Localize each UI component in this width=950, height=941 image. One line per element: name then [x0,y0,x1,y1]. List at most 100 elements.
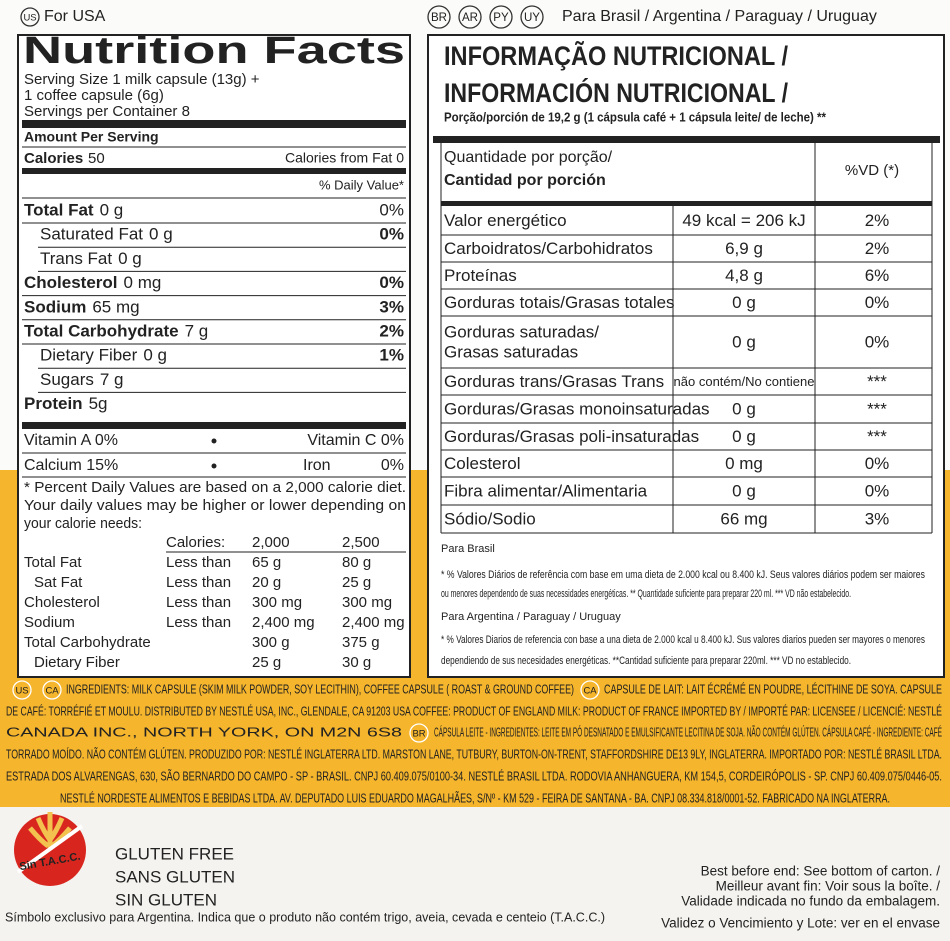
gluten-line: SANS GLUTEN [115,867,235,886]
br-nutrient-amount: 66 mg [720,509,767,528]
country-badge-text: CA [583,686,597,697]
nutrient-dv: 0% [379,273,404,292]
ingredients-text: CAPSULE DE LAIT: LAIT ÉCRÉMÉ EN POUDRE, … [604,681,942,696]
reference-cell: 25 g [252,654,281,671]
reference-cell: 30 g [342,654,371,671]
vitamin: Iron [303,457,331,474]
br-nutrient-amount: 4,8 g [725,266,763,285]
ingredients-text: INGREDIENTS: MILK CAPSULE (SKIM MILK POW… [66,682,574,696]
ingredients-text: CÁPSULA LEITE - INGREDIENTES: LEITE EM P… [434,724,942,739]
rule-bar [22,168,406,174]
background-bottom [0,807,950,941]
reference-cell: Total Fat [24,554,82,571]
br-nutrient-dv: 0% [865,454,890,473]
br-nutrient-amount: 0 g [732,293,756,312]
br-nutrient-dv: 2% [865,239,890,258]
br-nutrient-dv: 0% [865,332,890,351]
vitamin: Calcium 15% [24,457,118,474]
br-nutrient-dv: *** [867,427,887,446]
table-header: Cantidad por porción [444,172,606,189]
best-before: Best before end: See bottom of carton. / [701,864,941,879]
br-title: INFORMAÇÃO NUTRICIONAL / [444,40,788,71]
ingredients-text: ESTRADA DOS ALVARENGAS, 630, SÃO BERNARD… [6,768,942,783]
nutrient-dv: 0% [379,225,404,244]
reference-cell: 300 mg [342,594,392,611]
country-badge-text: CA [45,686,59,697]
br-footnote: dependiendo de sus necesidades energétic… [441,655,851,667]
wheat-icon [28,812,72,850]
vitamin: Vitamin A 0% [24,432,118,449]
reference-cell: 80 g [342,554,371,571]
amount-per-serving: Amount Per Serving [24,129,159,145]
nutrient-name: Saturated Fat [40,225,143,244]
us-panel-box [17,34,411,678]
nutrient-amount: 7 g [185,321,209,340]
br-nutrient-dv: 0% [865,293,890,312]
reference-cell: 20 g [252,574,281,591]
br-nutrient-amount: 49 kcal = 206 kJ [682,211,805,230]
country-badge [580,680,600,700]
reference-cell: 375 g [342,634,380,651]
nutrient-name: Total Carbohydrate [24,321,179,340]
br-nutrient-dv: *** [867,372,887,391]
reference-cell: Less than [166,554,231,571]
rule-bar [441,201,932,206]
br-nutrient-name: Gorduras trans/Grasas Trans [444,372,664,391]
nutrient-amount: 7 g [100,370,124,389]
br-title: INFORMACIÓN NUTRICIONAL / [444,77,788,108]
br-nutrient-amount: não contém/No contiene [674,374,815,389]
country-badge-text: US [23,13,36,24]
reference-cell: Dietary Fiber [34,654,120,671]
reference-cell: Sat Fat [34,574,83,591]
reference-cell: Sodium [24,614,75,631]
reference-cell: 25 g [342,574,371,591]
br-nutrient-dv: 6% [865,266,890,285]
rule-bar [22,422,406,429]
br-nutrient-name: Gorduras/Grasas monoinsaturadas [444,399,710,418]
logo-slash [16,824,84,874]
br-nutrient-amount: 0 mg [725,454,763,473]
nutrient-dv: 0% [379,200,404,219]
vitamin: 0% [381,457,404,474]
reference-cell: Cholesterol [24,594,100,611]
br-nutrient-dv: 0% [865,481,890,500]
nutrient-amount: 0 g [149,225,173,244]
reference-cell: 2,400 mg [252,614,315,631]
br-nutrient-name: Valor energético [444,211,567,230]
vitamin: Vitamin C 0% [307,432,404,449]
calories-from-fat: Calories from Fat 0 [285,150,404,166]
nutrient-name: Trans Fat [40,249,112,268]
nutrient-amount: 0 g [100,200,124,219]
br-nutrient-dv: 2% [865,211,890,230]
footnote: Your daily values may be higher or lower… [24,498,406,514]
br-nutrient-dv: *** [867,399,887,418]
nutrition-title: Nutrition Facts [23,30,405,72]
ingredients-text: TORRADO MOÍDO. NÃO CONTÉM GLÚTEN. PRODUZ… [6,746,942,761]
country-badge [409,723,429,743]
reference-cell: 300 mg [252,594,302,611]
reference-header: 2,000 [252,534,290,551]
country-badge-text: BR [431,12,447,24]
br-footnote: Para Brasil [441,543,495,555]
br-nutrient-name: Grasas saturadas [444,342,578,361]
country-badge-text: AR [462,12,478,24]
br-nutrient-name: Fibra alimentar/Alimentaria [444,481,648,500]
best-before: Validez o Vencimiento y Lote: ver en el … [661,916,940,931]
country-badge-text: UY [524,12,540,24]
serving-line: 1 coffee capsule (6g) [24,87,164,104]
country-badge [458,5,482,29]
reference-cell: 65 g [252,554,281,571]
br-nutrient-dv: 3% [865,509,890,528]
nutrient-name: Dietary Fiber [40,346,138,365]
country-badge [42,680,62,700]
br-footnote: * % Valores Diarios de referencia con ba… [441,634,925,646]
reference-cell: Less than [166,614,231,631]
reference-cell: 2,400 mg [342,614,405,631]
reference-header: 2,500 [342,534,380,551]
br-nutrient-name: Gorduras saturadas/ [444,322,599,341]
country-badge [427,5,451,29]
br-nutrient-amount: 0 g [732,427,756,446]
us-label: For USA [44,8,106,25]
nutrient-dv: 3% [379,297,404,316]
nutrient-dv: 1% [379,346,404,365]
